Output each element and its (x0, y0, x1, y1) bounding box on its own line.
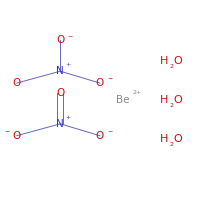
Text: O: O (56, 88, 64, 98)
Text: −: − (68, 33, 73, 38)
Text: −: − (4, 128, 9, 133)
Text: 2: 2 (169, 103, 173, 108)
Text: +: + (65, 62, 70, 67)
Text: O: O (96, 78, 104, 88)
Text: +: + (65, 115, 70, 120)
Text: 2: 2 (169, 64, 173, 69)
Text: H: H (160, 95, 168, 105)
Text: H: H (160, 134, 168, 144)
Text: −: − (107, 76, 113, 81)
Text: O: O (12, 78, 21, 88)
Text: −: − (107, 128, 113, 133)
Text: 2: 2 (169, 142, 173, 147)
Text: O: O (173, 56, 182, 66)
Text: Be: Be (116, 95, 130, 105)
Text: O: O (12, 131, 21, 141)
Text: O: O (173, 134, 182, 144)
Text: O: O (173, 95, 182, 105)
Text: O: O (96, 131, 104, 141)
Text: N: N (56, 66, 64, 76)
Text: N: N (56, 119, 64, 129)
Text: 2+: 2+ (133, 90, 142, 95)
Text: H: H (160, 56, 168, 66)
Text: O: O (56, 35, 64, 45)
